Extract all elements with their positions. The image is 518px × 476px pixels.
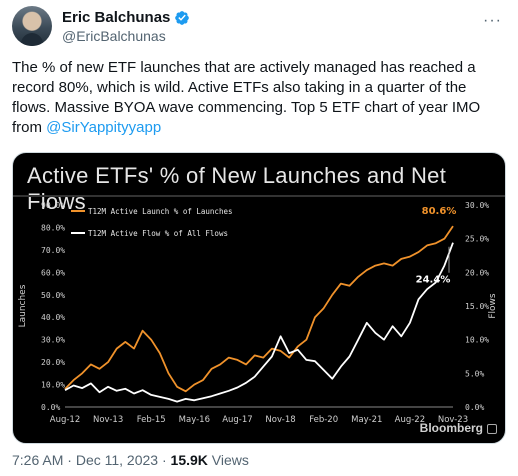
- tweet-meta: 7:26 AM · Dec 11, 2023 · 15.9K Views: [12, 452, 249, 468]
- chart-title: Active ETFs' % of New Launches and Net F…: [27, 163, 447, 214]
- tweet-body: The % of new ETF launches that are activ…: [12, 59, 481, 136]
- left-tick-label: 70.0%: [41, 246, 65, 255]
- legend-label-launch: T12M Active Launch % of Launches: [88, 207, 233, 216]
- bloomberg-icon: [487, 424, 497, 434]
- flow-end-label: 24.4%: [416, 275, 451, 286]
- right-tick-label: 0.0%: [465, 403, 484, 412]
- launch-series-line: [64, 225, 454, 393]
- avatar[interactable]: [12, 6, 52, 46]
- tweet-media-chart[interactable]: Active ETFs' % of New Launches and Net F…: [12, 152, 506, 444]
- left-tick-label: 20.0%: [41, 358, 65, 367]
- title-divider: [13, 195, 505, 197]
- left-tick-label: 40.0%: [41, 313, 65, 322]
- left-tick-label: 90.0%: [41, 201, 65, 210]
- flow-series-line: [64, 242, 454, 403]
- x-tick-label: May-21: [351, 415, 382, 425]
- bloomberg-logo: Bloomberg: [419, 421, 483, 435]
- tweet-time[interactable]: 7:26 AM: [12, 452, 64, 468]
- left-tick-label: 50.0%: [41, 291, 65, 300]
- right-tick-label: 25.0%: [465, 235, 489, 244]
- left-tick-label: 60.0%: [41, 268, 65, 277]
- left-tick-label: 30.0%: [41, 336, 65, 345]
- right-tick-label: 20.0%: [465, 268, 489, 277]
- left-axis-title: Launches: [18, 284, 28, 327]
- right-tick-label: 15.0%: [465, 302, 489, 311]
- tweet-date[interactable]: Dec 11, 2023: [75, 452, 159, 468]
- right-tick-label: 5.0%: [465, 369, 484, 378]
- left-tick-label: 0.0%: [41, 403, 60, 412]
- x-tick-label: Nov-18: [265, 415, 295, 425]
- right-tick-label: 30.0%: [465, 201, 489, 210]
- author-handle[interactable]: @EricBalchunas: [62, 28, 166, 44]
- meta-separator-2: ·: [161, 452, 167, 468]
- views-count: 15.9K: [170, 452, 208, 468]
- right-axis-title: Flows: [488, 293, 498, 319]
- launch-end-label: 80.6%: [422, 206, 457, 217]
- more-dots-icon[interactable]: ···: [483, 12, 502, 29]
- tweet-text: The % of new ETF launches that are activ…: [12, 58, 506, 138]
- x-tick-label: Feb-20: [309, 415, 338, 425]
- left-tick-label: 80.0%: [41, 223, 65, 232]
- author-name-row: Eric Balchunas: [62, 9, 190, 26]
- mention-link[interactable]: @SirYappityyapp: [46, 119, 162, 136]
- x-tick-label: Aug-17: [222, 415, 252, 425]
- author-name[interactable]: Eric Balchunas: [62, 9, 171, 26]
- tweet-header: Eric Balchunas @EricBalchunas ···: [12, 6, 506, 50]
- views-label: Views: [211, 452, 249, 468]
- x-tick-label: Feb-15: [137, 415, 166, 425]
- x-tick-label: May-16: [179, 415, 210, 425]
- x-tick-label: Aug-12: [50, 415, 80, 425]
- right-tick-label: 10.0%: [465, 336, 489, 345]
- verified-badge-icon: [175, 10, 190, 25]
- x-tick-label: Aug-22: [395, 415, 425, 425]
- x-tick-label: Nov-23: [438, 415, 468, 425]
- left-tick-label: 10.0%: [41, 381, 65, 390]
- chart-svg: 0.0% 10.0% 20.0% 30.0% 40.0% 50.0% 60.0% 70.0% 8…: [18, 201, 498, 425]
- legend-label-flow: T12M Active Flow % of All Flows: [88, 229, 228, 238]
- x-tick-label: Nov-13: [93, 415, 123, 425]
- meta-separator: ·: [67, 452, 72, 468]
